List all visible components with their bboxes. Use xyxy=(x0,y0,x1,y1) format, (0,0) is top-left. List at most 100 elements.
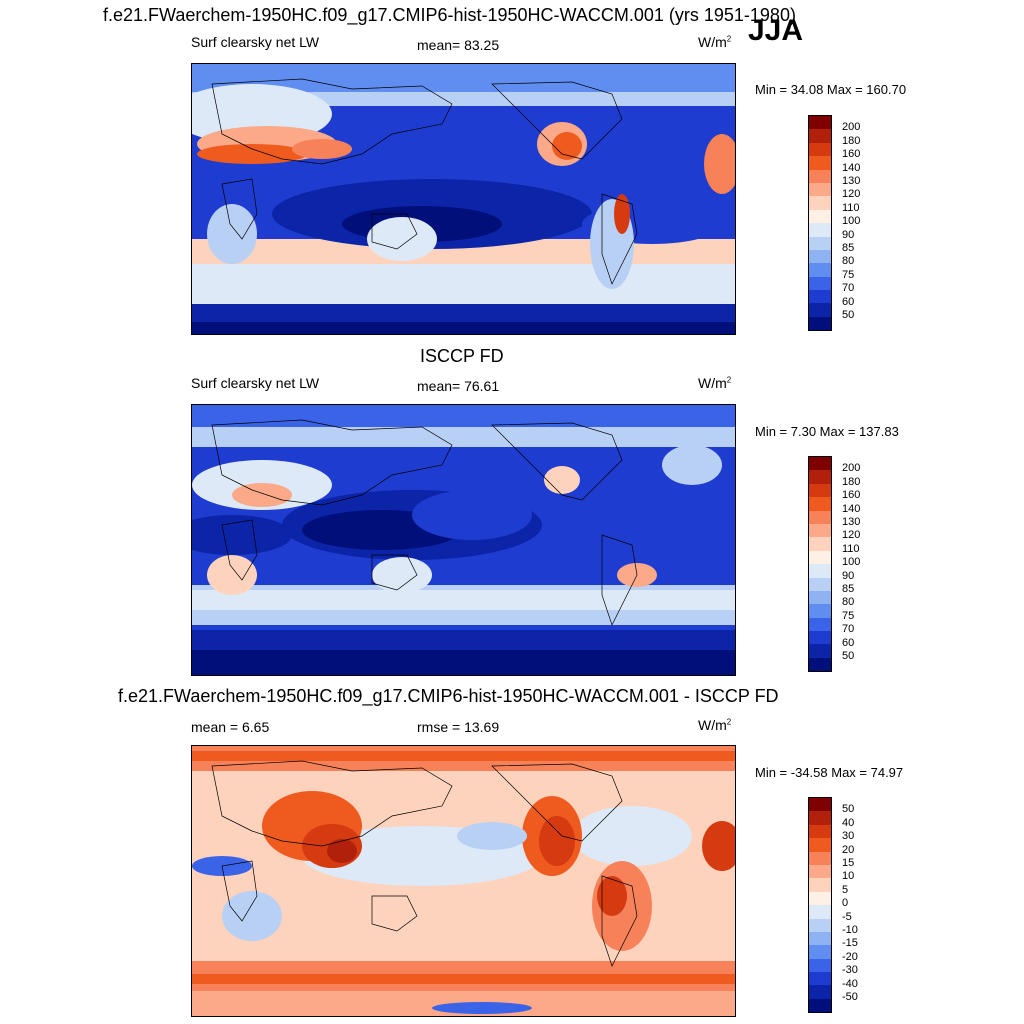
colorbar-swatch xyxy=(809,497,831,511)
colorbar-tick-label: 110 xyxy=(842,542,860,555)
colorbar-swatch xyxy=(809,276,831,291)
colorbar-tick-label: 60 xyxy=(842,295,855,308)
colorbar-swatch xyxy=(809,604,831,618)
colorbar-swatch xyxy=(809,657,831,672)
colorbar-swatch xyxy=(809,510,831,524)
panel1-colorbar-swatches xyxy=(808,115,832,332)
colorbar-swatch xyxy=(809,918,831,932)
panel3-title: f.e21.FWaerchem-1950HC.f09_g17.CMIP6-his… xyxy=(118,686,779,706)
colorbar-swatch xyxy=(809,644,831,658)
colorbar-tick-label: -30 xyxy=(842,964,858,977)
colorbar-tick-label: 80 xyxy=(842,596,855,609)
panel2-units-label: W/m2 xyxy=(698,375,732,391)
colorbar-swatch xyxy=(809,249,831,264)
colorbar-tick-label: 60 xyxy=(842,636,855,649)
panel2-variable-label: Surf clearsky net LW xyxy=(191,375,320,391)
colorbar-tick-label: 50 xyxy=(842,309,855,321)
panel3-mean-label: mean = 6.65 xyxy=(191,719,270,735)
panel2-mean-label: mean= 76.61 xyxy=(417,378,500,394)
colorbar-tick-label: 15 xyxy=(842,857,855,869)
colorbar-swatch xyxy=(809,223,831,237)
colorbar-swatch xyxy=(809,263,831,277)
colorbar-swatch xyxy=(809,811,831,825)
colorbar-swatch xyxy=(809,470,831,484)
colorbar-swatch xyxy=(809,631,831,645)
colorbar-swatch xyxy=(809,931,831,946)
colorbar-tick-label: 110 xyxy=(842,201,860,214)
panel2-map-field xyxy=(192,405,735,675)
colorbar-swatch xyxy=(809,129,831,143)
colorbar-swatch xyxy=(809,169,831,183)
panel3-colorbar-swatches xyxy=(808,797,832,1014)
colorbar-swatch xyxy=(809,457,831,471)
colorbar-swatch xyxy=(809,824,831,839)
panel1-minmax-label: Min = 34.08 Max = 160.70 xyxy=(755,82,907,97)
colorbar-swatch xyxy=(809,483,831,498)
panel3-map xyxy=(191,745,736,1017)
colorbar-swatch xyxy=(809,798,831,812)
panel3-map-field xyxy=(192,746,735,1016)
colorbar-swatch xyxy=(809,290,831,304)
colorbar-tick-label: 90 xyxy=(842,228,855,241)
panel1-units-label: W/m2 xyxy=(698,34,732,50)
colorbar-swatch xyxy=(809,523,831,538)
colorbar-tick-label: -20 xyxy=(842,950,858,963)
panel1-map-field xyxy=(192,64,735,334)
colorbar-tick-label: 5 xyxy=(842,883,849,896)
colorbar-tick-label: 100 xyxy=(842,215,861,228)
panel2-colorbar-swatches xyxy=(808,456,832,673)
colorbar-swatch xyxy=(809,851,831,865)
colorbar-swatch xyxy=(809,577,831,591)
colorbar-tick-label: 120 xyxy=(842,529,861,542)
colorbar-tick-label: 180 xyxy=(842,134,861,147)
panel3-minmax-label: Min = -34.58 Max = 74.97 xyxy=(755,765,904,780)
colorbar-tick-label: 140 xyxy=(842,161,861,174)
colorbar-tick-label: -10 xyxy=(842,924,858,936)
colorbar-swatch xyxy=(809,550,831,565)
colorbar-swatch xyxy=(809,209,831,224)
colorbar-tick-label: -15 xyxy=(842,937,858,950)
colorbar-tick-label: -40 xyxy=(842,977,858,990)
colorbar-swatch xyxy=(809,945,831,959)
panel1-mean-label: mean= 83.25 xyxy=(417,37,500,53)
colorbar-tick-label: 70 xyxy=(842,282,855,295)
colorbar-tick-label: 80 xyxy=(842,255,855,268)
colorbar-swatch xyxy=(809,617,831,632)
colorbar-swatch xyxy=(809,905,831,919)
colorbar-swatch xyxy=(809,972,831,986)
colorbar-tick-label: 140 xyxy=(842,502,861,515)
colorbar-tick-label: 40 xyxy=(842,816,855,829)
colorbar-tick-label: 70 xyxy=(842,623,855,636)
colorbar-tick-label: 0 xyxy=(842,897,849,910)
colorbar-swatch xyxy=(809,864,831,879)
panel3-units-label: W/m2 xyxy=(698,717,732,733)
colorbar-swatch xyxy=(809,116,831,130)
colorbar-tick-label: 75 xyxy=(842,609,855,622)
colorbar-swatch xyxy=(809,196,831,210)
colorbar-tick-label: 10 xyxy=(842,870,855,883)
colorbar-swatch xyxy=(809,891,831,906)
colorbar-tick-label: 130 xyxy=(842,516,861,528)
colorbar-swatch xyxy=(809,590,831,605)
colorbar-tick-label: 20 xyxy=(842,843,855,856)
colorbar-tick-label: 85 xyxy=(842,242,855,254)
colorbar-swatch xyxy=(809,998,831,1013)
colorbar-tick-label: 50 xyxy=(842,650,855,662)
colorbar-tick-label: 160 xyxy=(842,489,861,502)
colorbar-tick-label: 160 xyxy=(842,148,861,161)
colorbar-tick-label: 120 xyxy=(842,188,861,201)
colorbar-tick-label: 130 xyxy=(842,175,861,187)
colorbar-swatch xyxy=(809,182,831,197)
colorbar-tick-label: 90 xyxy=(842,569,855,582)
season-label: JJA xyxy=(748,14,804,47)
panel1-variable-label: Surf clearsky net LW xyxy=(191,34,320,50)
colorbar-swatch xyxy=(809,156,831,170)
colorbar-tick-label: 200 xyxy=(842,462,861,475)
colorbar-swatch xyxy=(809,985,831,999)
panel2-map xyxy=(191,404,736,676)
colorbar-swatch xyxy=(809,537,831,551)
colorbar-swatch xyxy=(809,142,831,157)
panel2-minmax-label: Min = 7.30 Max = 137.83 xyxy=(755,424,899,439)
colorbar-swatch xyxy=(809,236,831,250)
colorbar-swatch xyxy=(809,878,831,892)
